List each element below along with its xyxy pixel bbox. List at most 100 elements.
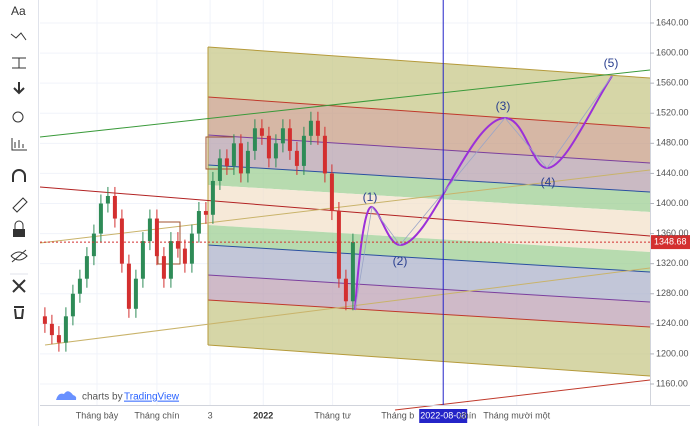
y-tick-label: 1640.00 bbox=[656, 17, 689, 27]
y-tick-label: 1320.00 bbox=[656, 258, 689, 268]
crosshair-box bbox=[419, 409, 468, 423]
candle-body bbox=[91, 233, 96, 257]
candle-body bbox=[98, 203, 103, 234]
candle-body bbox=[161, 256, 166, 279]
candle-body bbox=[56, 335, 61, 343]
wave-label: (5) bbox=[604, 56, 619, 70]
band bbox=[208, 97, 650, 163]
band bbox=[208, 225, 650, 272]
y-tick-label: 1400.00 bbox=[656, 198, 689, 208]
wave-guide bbox=[354, 75, 613, 311]
candle-body bbox=[189, 233, 194, 264]
last-price-box bbox=[650, 235, 690, 250]
candle-body bbox=[259, 128, 264, 136]
candle-body bbox=[266, 135, 271, 159]
logo bbox=[56, 391, 77, 400]
candle-body bbox=[77, 278, 82, 294]
y-tick-label: 1480.00 bbox=[656, 138, 689, 148]
axes: 1160.00 1200.00 1240.00 1280.00 1320.00 1360.… bbox=[76, 17, 689, 420]
candle-body bbox=[84, 256, 89, 279]
candles bbox=[42, 111, 355, 352]
toolbar: Aa bbox=[0, 0, 39, 426]
candle-body bbox=[231, 143, 236, 166]
x-tick-label: 3 bbox=[208, 410, 213, 420]
icon[interactable] bbox=[12, 111, 24, 123]
candle-body bbox=[217, 158, 222, 181]
pitchfork bbox=[208, 47, 650, 376]
line bbox=[207, 164, 651, 193]
candle-body bbox=[126, 263, 131, 309]
icon[interactable] bbox=[10, 32, 27, 41]
x-tick-label: Tháng mười một bbox=[483, 410, 550, 420]
x-tick-label: Tháng b bbox=[381, 410, 414, 420]
toolbar-text-tool[interactable]: Aa bbox=[11, 4, 26, 18]
attribution-link[interactable]: TradingView bbox=[124, 392, 180, 403]
candle-body bbox=[49, 323, 54, 336]
candle-body bbox=[287, 128, 292, 151]
icon[interactable] bbox=[13, 229, 25, 237]
x-tick-label: Tháng bảy bbox=[76, 410, 119, 420]
band bbox=[208, 47, 650, 128]
attribution-text: charts by bbox=[82, 392, 123, 403]
candle-body bbox=[308, 120, 313, 136]
band bbox=[208, 165, 650, 212]
y-tick-label: 1520.00 bbox=[656, 108, 689, 118]
wave-label: (2) bbox=[393, 254, 408, 268]
icon[interactable] bbox=[10, 249, 28, 263]
y-tick-label: 1280.00 bbox=[656, 288, 689, 298]
candle-body bbox=[294, 150, 299, 166]
trend-line bbox=[44, 267, 651, 346]
pitchfork-lines bbox=[39, 46, 651, 411]
y-tick-label: 1240.00 bbox=[656, 318, 689, 328]
y-tick-label: 1200.00 bbox=[656, 348, 689, 358]
icon[interactable] bbox=[14, 306, 24, 319]
candle-body bbox=[322, 135, 327, 174]
overlay: 1348.68 2022-08-08 (1) (2) (3) (4) (5) bbox=[40, 0, 690, 423]
crosshair-label: 2022-08-08 bbox=[420, 410, 466, 420]
trend-line bbox=[39, 69, 651, 138]
wave-label: (3) bbox=[496, 99, 511, 113]
band bbox=[208, 135, 650, 192]
candle-body bbox=[133, 278, 138, 309]
attribution: charts by TradingView bbox=[56, 391, 180, 403]
candle-body bbox=[42, 316, 47, 324]
candle-body bbox=[112, 195, 117, 219]
icon[interactable] bbox=[12, 279, 26, 293]
icon[interactable] bbox=[14, 220, 24, 229]
line bbox=[207, 96, 651, 129]
band bbox=[208, 275, 650, 327]
x-tick-label: 2022 bbox=[253, 410, 273, 420]
candle-body bbox=[203, 211, 208, 215]
band bbox=[208, 300, 650, 376]
candle-body bbox=[238, 143, 243, 174]
y-tick-label: 1160.00 bbox=[656, 378, 688, 388]
last-price-label: 1348.68 bbox=[654, 236, 687, 246]
candle-body bbox=[175, 241, 180, 249]
candle-body bbox=[252, 128, 257, 151]
y-tick-label: 1360.00 bbox=[656, 228, 689, 238]
x-tick-label: chín bbox=[459, 410, 476, 420]
candle-body bbox=[154, 218, 159, 257]
candle-body bbox=[336, 211, 341, 279]
candle-body bbox=[224, 158, 229, 166]
icon[interactable] bbox=[12, 57, 26, 69]
band bbox=[208, 245, 650, 302]
candle-body bbox=[280, 128, 285, 144]
candle-body bbox=[196, 211, 201, 234]
candle-body bbox=[210, 180, 215, 215]
candle-body bbox=[273, 143, 278, 159]
y-tick-label: 1440.00 bbox=[656, 168, 689, 178]
candle-body bbox=[168, 241, 173, 279]
trend-line bbox=[39, 186, 651, 237]
candle-body bbox=[147, 218, 152, 242]
line bbox=[207, 299, 651, 328]
icon[interactable] bbox=[13, 82, 25, 95]
icon[interactable] bbox=[11, 138, 27, 151]
wave-label: (4) bbox=[541, 175, 556, 189]
trend-line bbox=[39, 169, 651, 244]
wave-label: (1) bbox=[363, 190, 378, 204]
candle-body bbox=[182, 248, 187, 264]
icon[interactable] bbox=[12, 197, 28, 213]
icon[interactable] bbox=[12, 169, 26, 182]
